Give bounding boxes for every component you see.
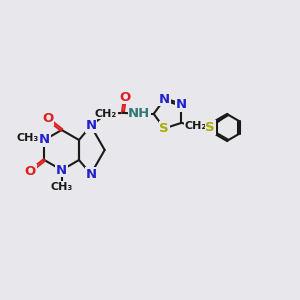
Text: S: S [206, 121, 215, 134]
Text: CH₂: CH₂ [185, 122, 207, 131]
Text: CH₃: CH₃ [16, 133, 38, 143]
Text: N: N [85, 168, 96, 181]
Text: S: S [160, 122, 169, 135]
Text: CH₂: CH₂ [95, 109, 117, 119]
Text: O: O [42, 112, 53, 125]
Text: NH: NH [128, 107, 150, 120]
Text: O: O [119, 91, 130, 104]
Text: N: N [85, 119, 96, 132]
Text: O: O [25, 164, 36, 178]
Text: N: N [176, 98, 187, 111]
Text: N: N [39, 134, 50, 146]
Text: N: N [159, 93, 170, 106]
Text: N: N [56, 164, 67, 176]
Text: CH₃: CH₃ [50, 182, 73, 192]
